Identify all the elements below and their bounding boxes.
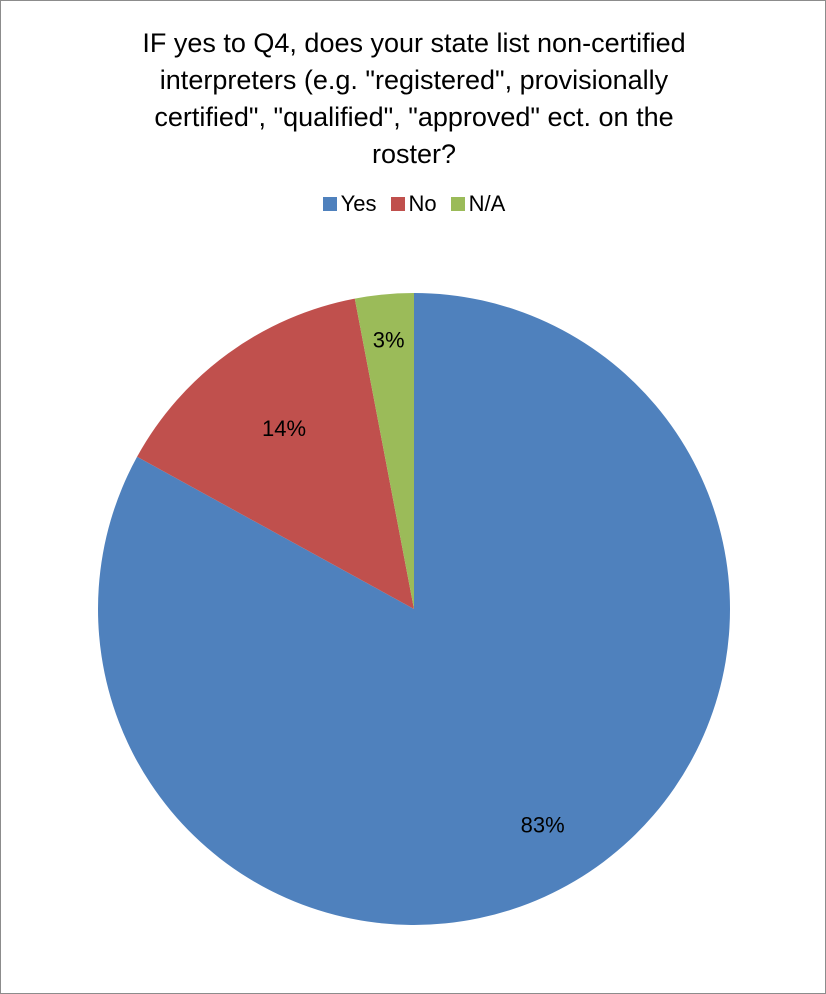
legend-swatch-no xyxy=(390,197,405,211)
legend-label-yes: Yes xyxy=(340,191,377,216)
data-label-na: 3% xyxy=(373,327,405,352)
legend-swatch-yes xyxy=(322,197,337,211)
legend-label-no: No xyxy=(408,191,437,216)
legend: Yes No N/A xyxy=(1,191,826,217)
legend-item-no: No xyxy=(390,191,437,217)
legend-swatch-na xyxy=(450,197,465,211)
pie-slice-na xyxy=(354,293,414,609)
legend-label-na: N/A xyxy=(468,191,506,216)
legend-item-yes: Yes xyxy=(322,191,377,217)
chart-title: IF yes to Q4, does your state list non-c… xyxy=(142,28,686,169)
data-label-no: 14% xyxy=(262,416,306,441)
pie-slice-no xyxy=(137,298,414,609)
legend-item-na: N/A xyxy=(450,191,506,217)
pie-slices xyxy=(98,293,731,925)
pie-data-labels: 83% 14% 3% xyxy=(262,327,565,837)
data-label-yes: 83% xyxy=(521,812,565,837)
pie-slice-yes xyxy=(98,293,731,925)
